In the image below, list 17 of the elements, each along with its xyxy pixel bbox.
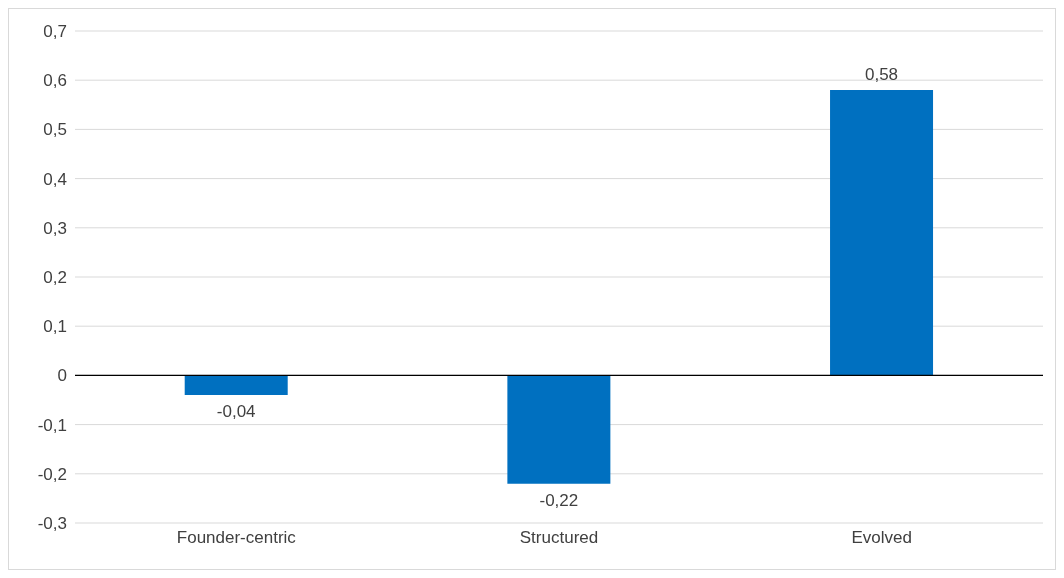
x-tick-label: Structured <box>519 528 599 548</box>
y-tick-label: 0 <box>57 366 67 386</box>
data-label: -0,04 <box>216 402 256 422</box>
y-tick-label: 0,2 <box>43 268 67 288</box>
y-tick-label: 0,1 <box>43 317 67 337</box>
y-tick-label: -0,3 <box>37 514 67 534</box>
x-tick-label: Founder-centric <box>176 528 297 548</box>
y-tick-label: 0,6 <box>43 71 67 91</box>
y-tick-label: 0,4 <box>43 169 67 189</box>
data-label: 0,58 <box>864 65 899 85</box>
y-tick-label: 0,3 <box>43 218 67 238</box>
y-tick-label: 0,7 <box>43 22 67 42</box>
data-label: -0,22 <box>539 490 579 510</box>
y-tick-label: 0,5 <box>43 120 67 140</box>
y-tick-label: -0,2 <box>37 464 67 484</box>
y-tick-label: -0,1 <box>37 415 67 435</box>
x-tick-label: Evolved <box>851 528 912 548</box>
